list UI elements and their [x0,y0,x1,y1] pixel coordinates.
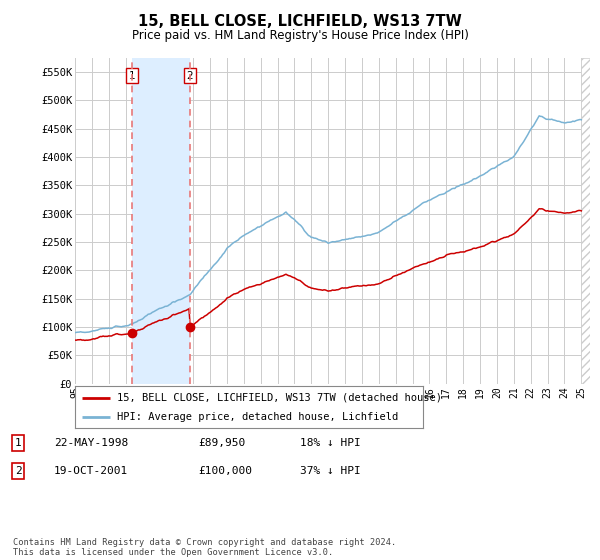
Text: HPI: Average price, detached house, Lichfield: HPI: Average price, detached house, Lich… [117,412,398,422]
Text: Price paid vs. HM Land Registry's House Price Index (HPI): Price paid vs. HM Land Registry's House … [131,29,469,42]
Text: 2: 2 [187,71,193,81]
Bar [132,58,190,384]
Text: 37% ↓ HPI: 37% ↓ HPI [300,466,361,476]
Text: £100,000: £100,000 [198,466,252,476]
Text: 22-MAY-1998: 22-MAY-1998 [54,438,128,448]
Text: 15, BELL CLOSE, LICHFIELD, WS13 7TW (detached house): 15, BELL CLOSE, LICHFIELD, WS13 7TW (det… [117,393,442,403]
Text: Contains HM Land Registry data © Crown copyright and database right 2024.
This d: Contains HM Land Registry data © Crown c… [13,538,397,557]
Text: 15, BELL CLOSE, LICHFIELD, WS13 7TW: 15, BELL CLOSE, LICHFIELD, WS13 7TW [138,14,462,29]
Text: £89,950: £89,950 [198,438,245,448]
Text: 19-OCT-2001: 19-OCT-2001 [54,466,128,476]
Text: 18% ↓ HPI: 18% ↓ HPI [300,438,361,448]
Text: 1: 1 [129,71,136,81]
Bar [581,58,590,384]
Text: 2: 2 [14,466,22,476]
Text: 1: 1 [14,438,22,448]
